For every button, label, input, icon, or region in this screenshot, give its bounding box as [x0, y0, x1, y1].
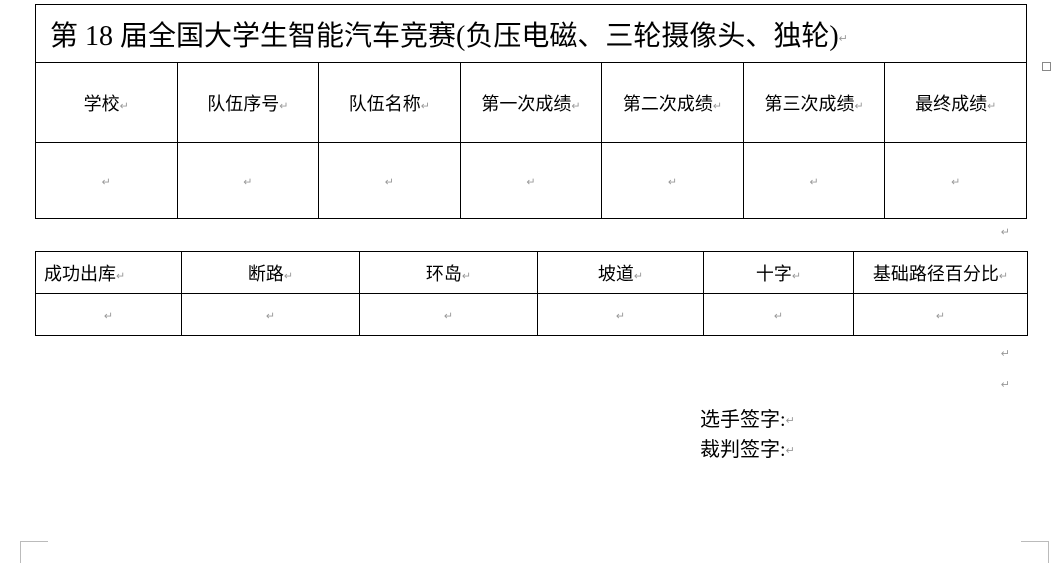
cell-score2: ↵: [602, 143, 744, 219]
cell-cross: ↵: [704, 294, 854, 336]
cell-mark: ↵: [462, 270, 471, 282]
cell-mark: ↵: [999, 270, 1008, 282]
empty-lines: ↵ ↵: [35, 336, 1035, 400]
table-resize-handle[interactable]: [1042, 62, 1051, 71]
header-teamname-label: 队伍名称: [349, 94, 421, 114]
cell-mark: ↵: [792, 270, 801, 282]
para-mark: ↵: [839, 33, 848, 45]
header-cross-label: 十字: [756, 264, 792, 284]
cell-mark: ↵: [809, 176, 818, 188]
cell-mark: ↵: [668, 176, 677, 188]
title-text: 第 18 届全国大学生智能汽车竞赛(负压电磁、三轮摄像头、独轮): [50, 21, 839, 52]
cell-slope: ↵: [538, 294, 704, 336]
cell-mark: ↵: [571, 100, 580, 112]
header-break: 断路↵: [182, 252, 360, 294]
header-score1-label: 第一次成绩: [481, 94, 571, 114]
cell-mark: ↵: [526, 176, 535, 188]
spacer-para: ↵: [35, 219, 1035, 251]
judge-signature-line: 裁判签字:↵: [700, 436, 1035, 466]
cell-mark: ↵: [120, 100, 129, 112]
cell-mark: ↵: [774, 310, 783, 322]
cell-mark: ↵: [116, 270, 125, 282]
header-roundabout: 环岛↵: [360, 252, 538, 294]
cell-mark: ↵: [421, 100, 430, 112]
header-score3: 第三次成绩↵: [743, 63, 885, 143]
cell-mark: ↵: [279, 100, 288, 112]
header-break-label: 断路: [248, 264, 284, 284]
cell-mark: ↵: [616, 310, 625, 322]
judge-signature-label: 裁判签字:: [700, 439, 786, 461]
header-team-no: 队伍序号↵: [177, 63, 319, 143]
cell-school: ↵: [36, 143, 178, 219]
track-elements-table: 成功出库↵ 断路↵ 环岛↵ 坡道↵ 十字↵ 基础路径百分比↵ ↵ ↵ ↵ ↵ ↵…: [35, 251, 1028, 336]
header-slope: 坡道↵: [538, 252, 704, 294]
player-signature-label: 选手签字:: [700, 409, 786, 431]
para-mark: ↵: [786, 415, 795, 427]
main-score-table: 第 18 届全国大学生智能汽车竞赛(负压电磁、三轮摄像头、独轮)↵ 学校↵ 队伍…: [35, 4, 1027, 219]
header-school: 学校↵: [36, 63, 178, 143]
cell-mark: ↵: [102, 176, 111, 188]
cell-exit: ↵: [36, 294, 182, 336]
title-cell: 第 18 届全国大学生智能汽车竞赛(负压电磁、三轮摄像头、独轮)↵: [36, 5, 1027, 63]
cell-break: ↵: [182, 294, 360, 336]
cell-teamno: ↵: [177, 143, 319, 219]
header-score2: 第二次成绩↵: [602, 63, 744, 143]
cell-mark: ↵: [385, 176, 394, 188]
header-basepath-label: 基础路径百分比: [873, 264, 999, 284]
cell-teamname: ↵: [319, 143, 461, 219]
score-header-row: 学校↵ 队伍序号↵ 队伍名称↵ 第一次成绩↵ 第二次成绩↵ 第三次成绩↵ 最终成…: [36, 63, 1027, 143]
header-cross: 十字↵: [704, 252, 854, 294]
header-final-score: 最终成绩↵: [885, 63, 1027, 143]
page-corner-bl: [20, 541, 48, 563]
cell-mark: ↵: [713, 100, 722, 112]
header-basepath: 基础路径百分比↵: [854, 252, 1028, 294]
para-mark: ↵: [1001, 348, 1010, 360]
cell-mark: ↵: [444, 310, 453, 322]
para-mark: ↵: [786, 445, 795, 457]
cell-mark: ↵: [266, 310, 275, 322]
cell-mark: ↵: [284, 270, 293, 282]
cell-basepath: ↵: [854, 294, 1028, 336]
para-mark: ↵: [1001, 227, 1010, 239]
cell-mark: ↵: [854, 100, 863, 112]
header-score1: 第一次成绩↵: [460, 63, 602, 143]
track-data-row: ↵ ↵ ↵ ↵ ↵ ↵: [36, 294, 1028, 336]
cell-mark: ↵: [243, 176, 252, 188]
header-slope-label: 坡道: [598, 264, 634, 284]
page-corner-br: [1021, 541, 1049, 563]
header-exit-label: 成功出库: [44, 264, 116, 284]
header-roundabout-label: 环岛: [426, 264, 462, 284]
track-header-row: 成功出库↵ 断路↵ 环岛↵ 坡道↵ 十字↵ 基础路径百分比↵: [36, 252, 1028, 294]
signature-block: 选手签字:↵ 裁判签字:↵: [700, 406, 1035, 466]
header-exit: 成功出库↵: [36, 252, 182, 294]
cell-mark: ↵: [951, 176, 960, 188]
cell-score3: ↵: [743, 143, 885, 219]
cell-final: ↵: [885, 143, 1027, 219]
header-final-label: 最终成绩: [915, 94, 987, 114]
cell-roundabout: ↵: [360, 294, 538, 336]
header-team-name: 队伍名称↵: [319, 63, 461, 143]
cell-mark: ↵: [634, 270, 643, 282]
player-signature-line: 选手签字:↵: [700, 406, 1035, 436]
header-score3-label: 第三次成绩: [764, 94, 854, 114]
score-data-row: ↵ ↵ ↵ ↵ ↵ ↵ ↵: [36, 143, 1027, 219]
cell-score1: ↵: [460, 143, 602, 219]
para-mark: ↵: [1001, 379, 1010, 391]
cell-mark: ↵: [936, 310, 945, 322]
header-school-label: 学校: [84, 94, 120, 114]
header-teamno-label: 队伍序号: [207, 94, 279, 114]
cell-mark: ↵: [104, 310, 113, 322]
header-score2-label: 第二次成绩: [623, 94, 713, 114]
cell-mark: ↵: [987, 100, 996, 112]
